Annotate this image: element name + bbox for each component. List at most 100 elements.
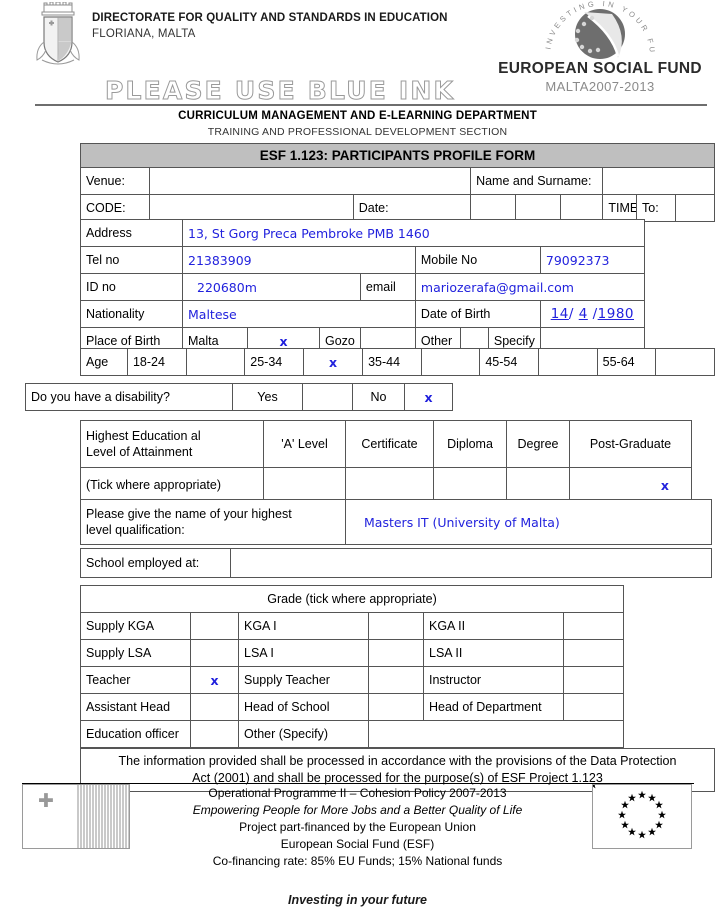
date-day-input[interactable] [470, 194, 516, 222]
education-tick-row: (Tick where appropriate) x [80, 467, 692, 503]
grade-other-input[interactable] [368, 720, 624, 748]
grade-header-row: Grade (tick where appropriate) [80, 585, 624, 613]
personal-details-table: Address 13, St Gorg Preca Pembroke PMB 1… [80, 219, 645, 355]
name-surname-label: Name and Surname: [470, 167, 603, 195]
age-bracket-checkbox-3[interactable] [538, 348, 598, 376]
nationality-label: Nationality [80, 300, 183, 328]
school-input[interactable] [230, 548, 712, 578]
education-header-line-1: Highest Education al [86, 429, 201, 443]
grade-checkbox-0-0[interactable] [190, 612, 239, 640]
data-protection-table: The information provided shall be proces… [80, 748, 715, 792]
grade-checkbox-2-2[interactable] [563, 666, 624, 694]
email-input[interactable]: mariozerafa@gmail.com [414, 273, 645, 301]
section-heading: TRAINING AND PROFESSIONAL DEVELOPMENT SE… [207, 126, 508, 138]
date-year-input[interactable] [559, 194, 603, 222]
id-input[interactable]: 220680m [182, 273, 361, 301]
age-bracket-checkbox-1[interactable]: x [303, 348, 364, 376]
address-input[interactable]: 13, St Gorg Preca Pembroke PMB 1460 [182, 219, 645, 247]
grade-checkbox-1-2[interactable] [563, 639, 624, 667]
age-label: Age [80, 348, 128, 376]
directorate-line-2: FLORIANA, MALTA [92, 28, 196, 40]
grade-label-1-2: LSA II [423, 639, 564, 667]
education-header-row: Highest Education al Level of Attainment… [80, 420, 692, 468]
blue-ink-notice: PLEASE USE BLUE INK [104, 76, 456, 106]
directorate-line-1: DIRECTORATE FOR QUALITY AND STANDARDS IN… [92, 12, 448, 24]
data-protection-line-2: Act (2001) and shall be processed for th… [192, 771, 603, 785]
footer-line-4: European Social Fund (ESF) [280, 837, 435, 851]
data-protection-row: The information provided shall be proces… [80, 748, 715, 792]
code-input[interactable] [149, 194, 354, 222]
dob-day: 14 [550, 306, 569, 322]
nationality-row: Nationality Maltese Date of Birth 14/ 4 … [80, 300, 645, 328]
eu-flag-icon [592, 784, 692, 849]
grade-label-1-1: LSA I [238, 639, 369, 667]
age-table: Age 18-24 25-34 x 35-44 45-54 55-64 [80, 348, 715, 376]
grade-checkbox-2-1[interactable] [368, 666, 424, 694]
disability-no-checkbox[interactable]: x [404, 383, 453, 411]
date-month-input[interactable] [515, 194, 561, 222]
qualification-label-line-2: level qualification: [86, 523, 185, 537]
id-row: ID no 220680m email mariozerafa@gmail.co… [80, 273, 645, 301]
disability-question: Do you have a disability? [25, 383, 233, 411]
tel-row: Tel no 21383909 Mobile No 79092373 [80, 246, 645, 274]
grade-checkbox-0-1[interactable] [368, 612, 424, 640]
qualification-table: Please give the name of your highest lev… [80, 499, 712, 545]
nationality-input[interactable]: Maltese [182, 300, 416, 328]
grade-label-2-2: Instructor [423, 666, 564, 694]
name-surname-input[interactable] [601, 167, 715, 195]
qualification-row: Please give the name of your highest lev… [80, 499, 712, 545]
tel-input[interactable]: 21383909 [182, 246, 416, 274]
directorate-block: DIRECTORATE FOR QUALITY AND STANDARDS IN… [92, 12, 448, 40]
disability-row: Do you have a disability? Yes No x [25, 383, 453, 411]
footer-divider [22, 783, 694, 784]
data-protection-notice: The information provided shall be proces… [80, 748, 715, 792]
grade-label-2-1: Supply Teacher [238, 666, 369, 694]
date-label: Date: [352, 194, 472, 222]
venue-input[interactable] [149, 167, 472, 195]
education-level-checkbox-4[interactable]: x [569, 467, 692, 503]
school-label: School employed at: [80, 548, 231, 578]
grade-label-3-0: Assistant Head [80, 693, 191, 721]
age-bracket-checkbox-4[interactable] [655, 348, 715, 376]
esf-title: EUROPEAN SOCIAL FUND [498, 60, 702, 77]
grade-label-2-0: Teacher [80, 666, 191, 694]
mobile-input[interactable]: 79092373 [539, 246, 645, 274]
table-row: Supply KGA KGA I KGA II [80, 612, 624, 640]
education-level-label-0: 'A' Level [263, 420, 346, 468]
qualification-input[interactable]: Masters IT (University of Malta) [345, 499, 712, 545]
education-level-checkbox-3[interactable] [506, 467, 570, 503]
venue-label: Venue: [79, 167, 151, 195]
grade-label-3-2: Head of Department [423, 693, 564, 721]
grade-checkbox-education-officer[interactable] [190, 720, 239, 748]
grade-checkbox-1-0[interactable] [190, 639, 239, 667]
education-level-checkbox-2[interactable] [433, 467, 507, 503]
education-tick-label: (Tick where appropriate) [80, 467, 264, 503]
age-bracket-checkbox-0[interactable] [185, 348, 246, 376]
age-bracket-label-2: 35-44 [362, 348, 422, 376]
george-cross-icon: ✚ [38, 791, 54, 812]
dob-input[interactable]: 14/ 4 /1980 [539, 300, 645, 328]
grade-checkbox-3-1[interactable] [368, 693, 424, 721]
page-header: DIRECTORATE FOR QUALITY AND STANDARDS IN… [0, 0, 715, 94]
grade-label-education-officer: Education officer [80, 720, 191, 748]
table-row: Teacher x Supply Teacher Instructor [80, 666, 624, 694]
grade-checkbox-2-0[interactable]: x [190, 666, 239, 694]
footer-line-3: Project part-financed by the European Un… [239, 820, 476, 834]
disability-yes-checkbox[interactable] [302, 383, 353, 411]
to-input[interactable] [675, 194, 715, 222]
grade-checkbox-3-0[interactable] [190, 693, 239, 721]
footer-line-1: Operational Programme II – Cohesion Poli… [208, 786, 507, 800]
grade-checkbox-1-1[interactable] [368, 639, 424, 667]
grade-checkbox-3-2[interactable] [563, 693, 624, 721]
age-bracket-label-3: 45-54 [479, 348, 540, 376]
footer-line-5: Co-financing rate: 85% EU Funds; 15% Nat… [212, 854, 503, 868]
age-bracket-checkbox-2[interactable] [420, 348, 481, 376]
svg-text:INVESTING IN YOUR FUTURE: INVESTING IN YOUR FUTURE [492, 0, 657, 56]
school-table: School employed at: [80, 548, 712, 578]
education-level-checkbox-1[interactable] [345, 467, 434, 503]
grade-checkbox-0-2[interactable] [563, 612, 624, 640]
form-title-row: ESF 1.123: PARTICIPANTS PROFILE FORM [80, 143, 715, 168]
education-level-checkbox-0[interactable] [263, 467, 346, 503]
email-label: email [359, 273, 416, 301]
code-row: CODE: Date: TIME From: [79, 194, 715, 222]
